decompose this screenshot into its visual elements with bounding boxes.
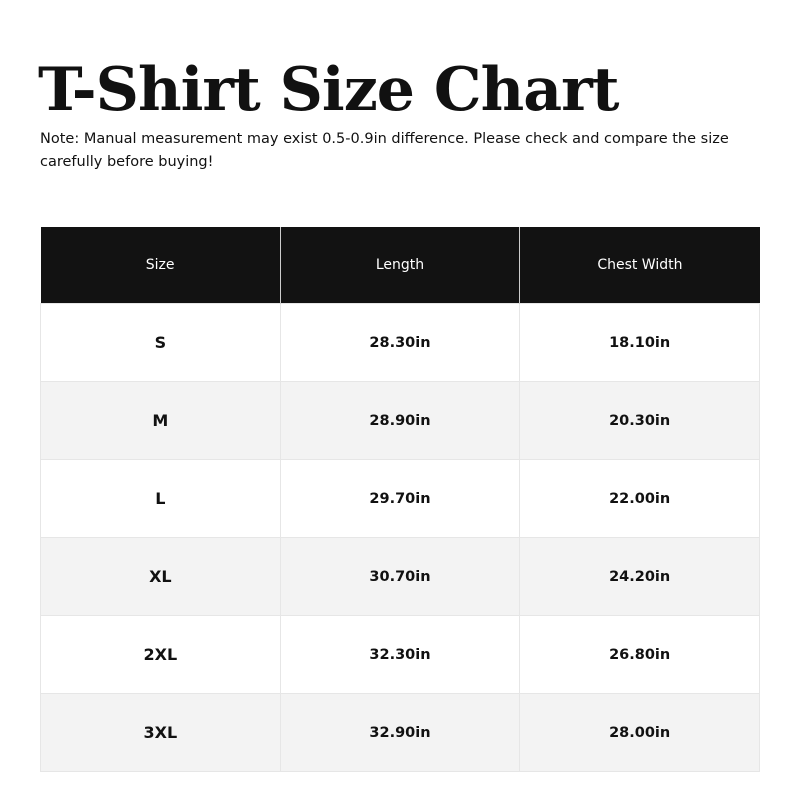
header-length: Length — [279, 227, 520, 304]
table-row: M 28.90in 20.30in — [40, 381, 760, 460]
length-cell: 32.90in — [279, 693, 521, 772]
chest-width-cell: 28.00in — [519, 693, 760, 772]
length-cell: 29.70in — [279, 459, 521, 538]
chest-width-cell: 22.00in — [519, 459, 760, 538]
length-cell: 30.70in — [279, 537, 521, 616]
size-cell: M — [40, 381, 281, 460]
header-chest-width: Chest Width — [519, 227, 760, 304]
size-cell: 2XL — [40, 615, 281, 694]
chest-width-cell: 20.30in — [519, 381, 760, 460]
table-row: 2XL 32.30in 26.80in — [40, 615, 760, 694]
length-cell: 32.30in — [279, 615, 521, 694]
chest-width-cell: 24.20in — [519, 537, 760, 616]
header-size: Size — [40, 227, 281, 304]
page-title: T-Shirt Size Chart — [38, 55, 619, 125]
table-row: 3XL 32.90in 28.00in — [40, 693, 760, 772]
table-row: S 28.30in 18.10in — [40, 303, 760, 382]
chest-width-cell: 26.80in — [519, 615, 760, 694]
table-row: XL 30.70in 24.20in — [40, 537, 760, 616]
table-header-row: Size Length Chest Width — [40, 227, 760, 304]
size-cell: XL — [40, 537, 281, 616]
measurement-note: Note: Manual measurement may exist 0.5-0… — [40, 131, 729, 170]
size-cell: S — [40, 303, 281, 382]
size-table: Size Length Chest Width S 28.30in 18.10in M… — [40, 227, 760, 772]
chest-width-cell: 18.10in — [519, 303, 760, 382]
length-cell: 28.90in — [279, 381, 521, 460]
table-row: L 29.70in 22.00in — [40, 459, 760, 538]
size-cell: 3XL — [40, 693, 281, 772]
length-cell: 28.30in — [279, 303, 521, 382]
size-cell: L — [40, 459, 281, 538]
